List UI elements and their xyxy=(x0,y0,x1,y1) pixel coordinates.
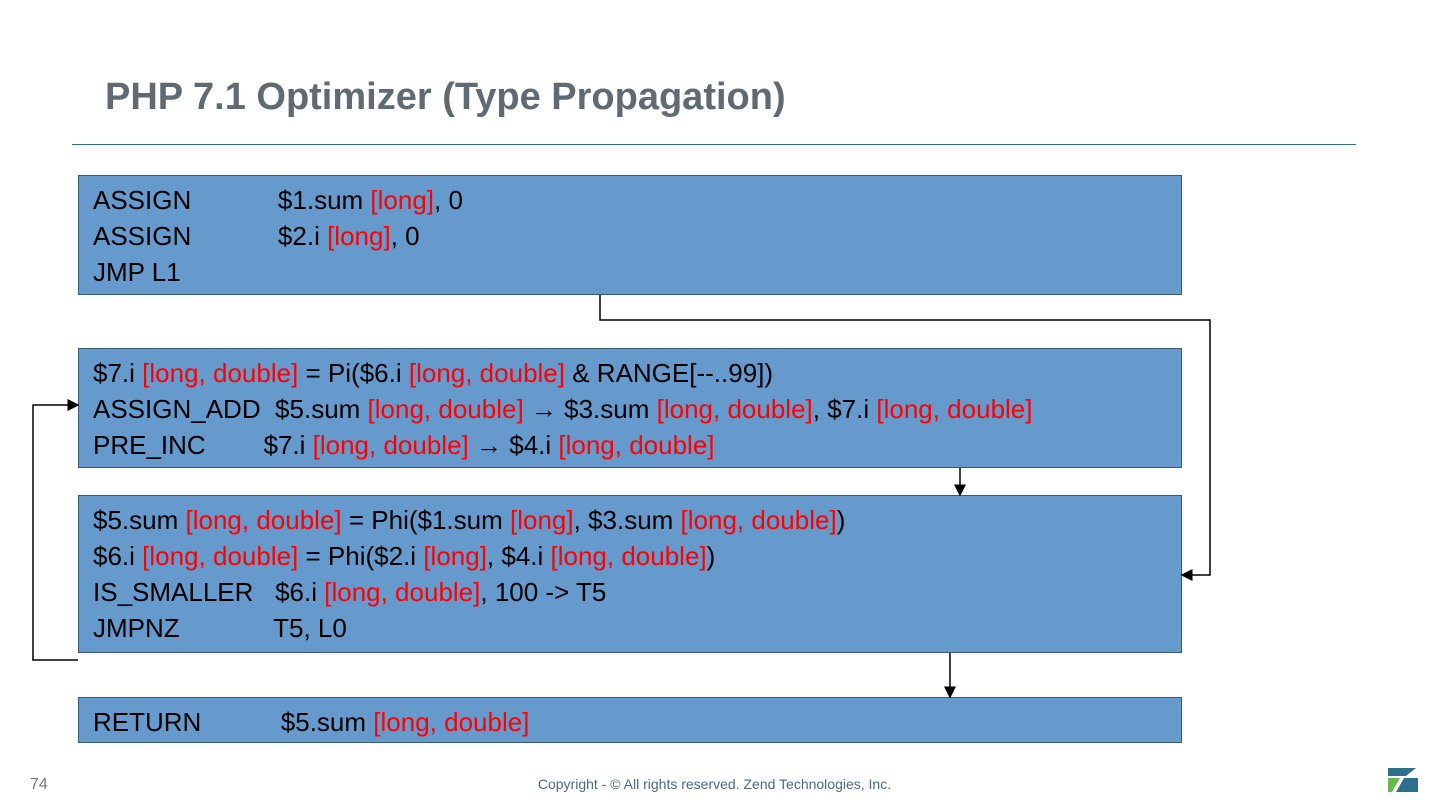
code-block-3: $5.sum [long, double] = Phi($1.sum [long… xyxy=(78,495,1182,653)
code-line: RETURN $5.sum [long, double] xyxy=(93,704,1167,740)
code-line: IS_SMALLER $6.i [long, double], 100 -> T… xyxy=(93,574,1167,610)
zend-logo-icon xyxy=(1386,766,1420,794)
copyright-text: Copyright - © All rights reserved. Zend … xyxy=(0,776,1429,792)
slide-title: PHP 7.1 Optimizer (Type Propagation) xyxy=(105,76,786,119)
code-block-1: ASSIGN $1.sum [long], 0ASSIGN $2.i [long… xyxy=(78,175,1182,295)
code-line: ASSIGN $2.i [long], 0 xyxy=(93,218,1167,254)
code-line: $6.i [long, double] = Phi($2.i [long], $… xyxy=(93,538,1167,574)
title-rule xyxy=(72,144,1356,145)
code-block-2: $7.i [long, double] = Pi($6.i [long, dou… xyxy=(78,348,1182,468)
code-line: JMPNZ T5, L0 xyxy=(93,610,1167,646)
code-block-4: RETURN $5.sum [long, double] xyxy=(78,697,1182,743)
code-line: $7.i [long, double] = Pi($6.i [long, dou… xyxy=(93,355,1167,391)
code-line: ASSIGN $1.sum [long], 0 xyxy=(93,182,1167,218)
code-line: PRE_INC $7.i [long, double] → $4.i [long… xyxy=(93,427,1167,463)
code-line: ASSIGN_ADD $5.sum [long, double] → $3.su… xyxy=(93,391,1167,427)
slide: PHP 7.1 Optimizer (Type Propagation) ASS… xyxy=(0,0,1429,804)
code-line: $5.sum [long, double] = Phi($1.sum [long… xyxy=(93,502,1167,538)
code-line: JMP L1 xyxy=(93,254,1167,290)
